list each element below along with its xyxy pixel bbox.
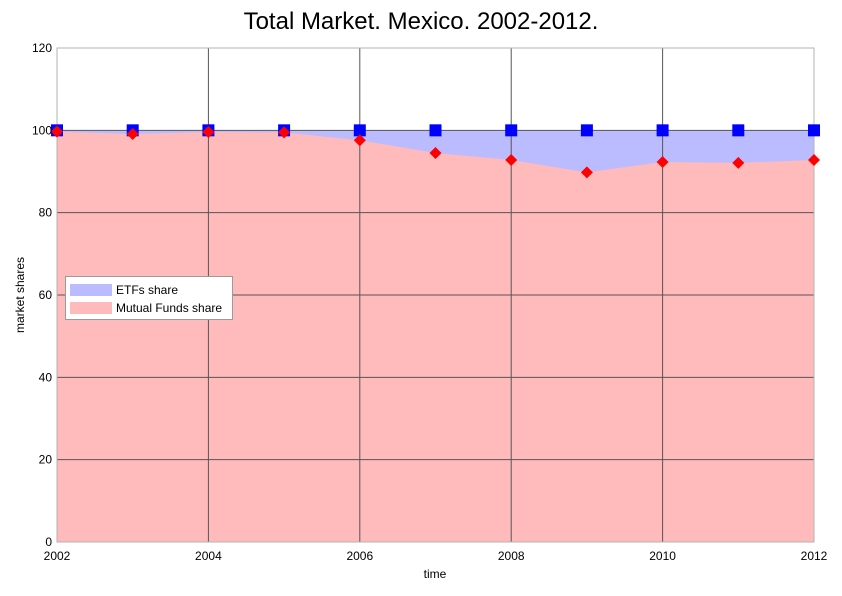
y-tick-label-120: 120 (32, 41, 52, 55)
marker-mutual-funds-2012 (808, 153, 820, 166)
marker-mutual-funds-2010 (656, 156, 669, 169)
marker-mutual-funds-2008 (505, 153, 518, 166)
marker-etfs-2012 (808, 124, 820, 137)
legend: ETFs share Mutual Funds share (65, 276, 233, 320)
marker-mutual-funds-2004 (202, 125, 215, 138)
chart-title: Total Market. Mexico. 2002-2012. (243, 8, 599, 35)
legend-label-mutual-funds: Mutual Funds share (116, 301, 223, 315)
x-tick-label-2008: 2008 (498, 549, 525, 563)
plot-frame (56, 47, 815, 543)
y-tick-label-80: 80 (39, 206, 53, 220)
y-tick-label-60: 60 (39, 288, 53, 302)
x-tick-label-2002: 2002 (44, 549, 71, 563)
y-tick-label-0: 0 (45, 535, 52, 549)
y-tick-label-40: 40 (39, 370, 53, 384)
marker-mutual-funds-2006 (353, 134, 366, 147)
legend-swatch-etfs (70, 284, 112, 296)
y-tick-label-100: 100 (32, 123, 52, 137)
marker-mutual-funds-2002 (51, 125, 63, 138)
marker-mutual-funds-2007 (429, 146, 442, 159)
marker-mutual-funds-2009 (580, 166, 593, 179)
legend-item-mutual-funds: Mutual Funds share (70, 299, 228, 317)
x-tick-label-2012: 2012 (801, 549, 828, 563)
legend-item-etfs: ETFs share (70, 281, 228, 299)
marker-etfs-2006 (353, 124, 366, 137)
legend-label-etfs: ETFs share (116, 283, 179, 297)
x-tick-label-2006: 2006 (346, 549, 373, 563)
x-tick-label-2010: 2010 (649, 549, 676, 563)
legend-swatch-mutual-funds (70, 302, 112, 314)
y-axis-title: market shares (13, 257, 27, 333)
marker-mutual-funds-2003 (126, 128, 139, 141)
y-tick-label-20: 20 (39, 453, 53, 467)
marker-etfs-2007 (429, 124, 442, 137)
marker-etfs-2009 (580, 124, 593, 137)
marker-mutual-funds-2005 (278, 126, 291, 139)
marker-etfs-2010 (656, 124, 669, 137)
marker-etfs-2008 (505, 124, 518, 137)
x-tick-label-2004: 2004 (195, 549, 222, 563)
x-axis-title: time (424, 567, 447, 581)
marker-etfs-2011 (732, 124, 745, 137)
marker-mutual-funds-2011 (732, 156, 745, 169)
area-mutual-funds-share (57, 131, 814, 542)
